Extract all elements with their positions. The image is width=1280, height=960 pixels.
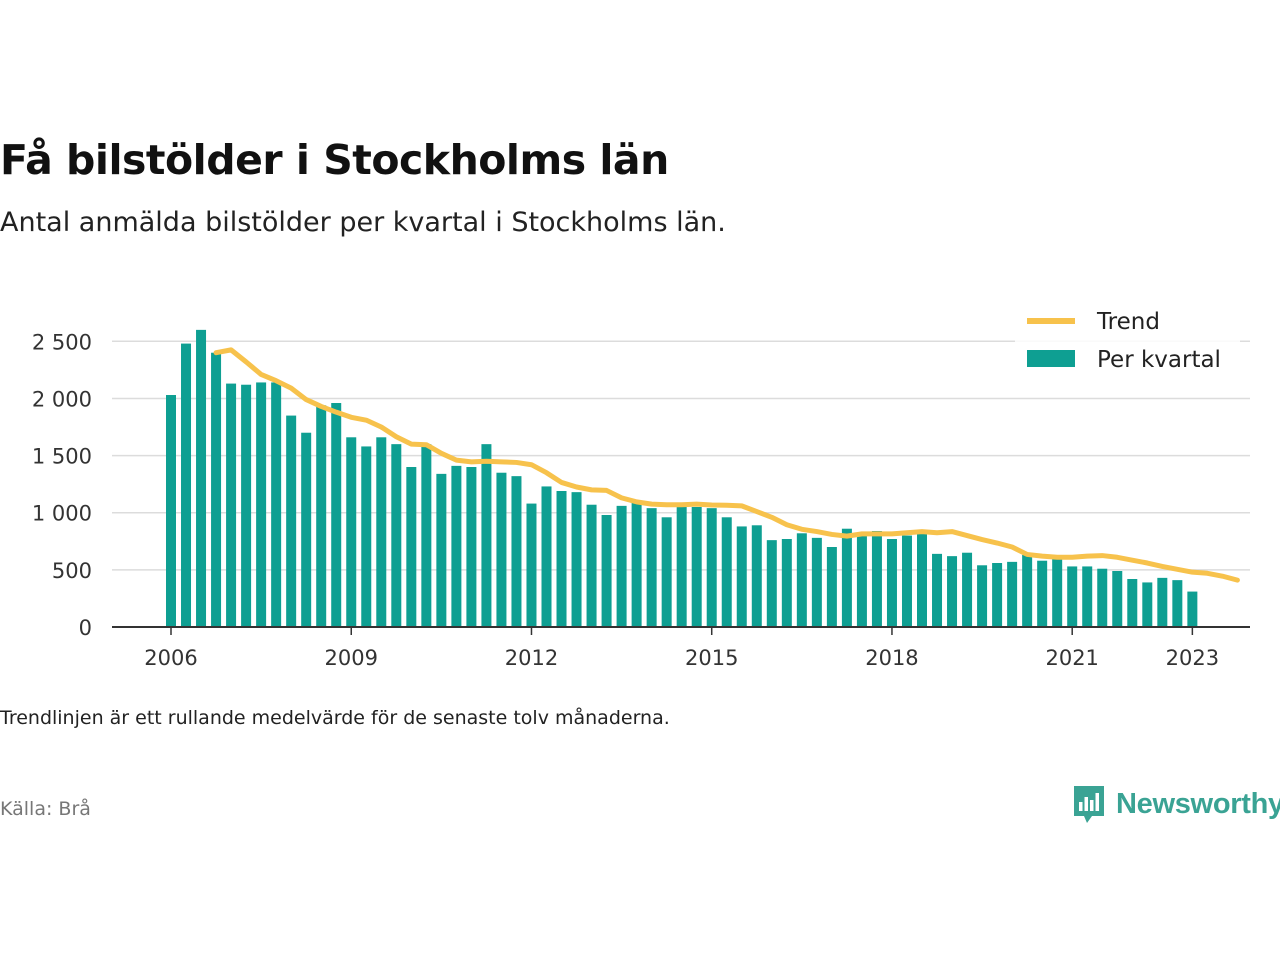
bar: [166, 395, 176, 627]
bar: [1142, 582, 1153, 627]
x-tick-label: 2006: [144, 646, 197, 670]
bar: [676, 507, 687, 627]
bar: [331, 403, 342, 627]
y-tick-label: 1 000: [32, 502, 92, 526]
bar: [211, 352, 222, 627]
bar: [286, 415, 297, 627]
bar: [571, 492, 582, 627]
x-tick-label: 2023: [1166, 646, 1219, 670]
bar-chart: 0 500 1 000 1 500 2 000 2 500 2006 2009 2012 2015…: [32, 308, 1250, 670]
bar: [511, 476, 522, 627]
bar: [1052, 557, 1063, 627]
bar: [241, 384, 252, 627]
bar: [992, 563, 1003, 627]
bar: [301, 432, 312, 627]
bar: [886, 539, 897, 627]
x-tick-label: 2015: [685, 646, 738, 670]
bar: [451, 465, 462, 627]
chart-subtitle: Antal anmälda bilstölder per kvartal i S…: [0, 207, 726, 238]
bar: [1082, 566, 1093, 627]
bar: [766, 540, 777, 627]
bar: [1172, 580, 1183, 627]
y-tick-label: 2 000: [32, 387, 92, 411]
x-tick-label: 2012: [505, 646, 558, 670]
bar: [1127, 579, 1138, 627]
y-tick-label: 1 500: [32, 445, 92, 469]
bar: [256, 382, 267, 627]
bar: [841, 528, 852, 627]
x-tick-label: 2021: [1045, 646, 1098, 670]
x-tick-label: 2009: [325, 646, 378, 670]
bar: [917, 529, 927, 627]
bar: [1187, 591, 1198, 627]
bar: [721, 517, 732, 627]
y-tick-label: 500: [52, 559, 92, 583]
bar: [751, 525, 762, 627]
y-tick-label: 0: [79, 616, 92, 640]
bar: [646, 508, 657, 627]
bar: [406, 467, 417, 627]
bar: [616, 505, 627, 627]
bar: [796, 533, 807, 627]
bar: [586, 504, 597, 627]
bar: [361, 446, 372, 627]
bar: [526, 503, 537, 627]
bar: [781, 539, 792, 627]
bar: [706, 508, 717, 627]
bar: [601, 515, 612, 627]
chart-title: Få bilstölder i Stockholms län: [0, 136, 669, 184]
trend-line: [213, 347, 1240, 583]
bar: [1112, 571, 1123, 627]
bar: [871, 531, 882, 627]
bar: [856, 535, 867, 627]
bar: [1067, 566, 1078, 627]
newsworthy-logo: Newsworthy: [1072, 784, 1280, 824]
bar: [376, 437, 387, 627]
bar: [271, 382, 282, 627]
bar: [346, 437, 357, 627]
bar: [932, 553, 943, 627]
newsworthy-logo-icon: [1074, 786, 1104, 823]
bar: [901, 535, 912, 627]
bar: [391, 444, 402, 627]
legend-trend-label: Trend: [1096, 309, 1160, 335]
bar: [691, 507, 702, 627]
bar: [556, 491, 567, 627]
bar: [1007, 561, 1018, 627]
y-tick-label: 2 500: [32, 330, 92, 354]
newsworthy-wordmark: Newsworthy: [1116, 787, 1280, 820]
bar: [661, 517, 672, 627]
bar: [481, 444, 492, 627]
bar: [947, 556, 958, 627]
legend-bar-swatch: [1027, 350, 1075, 367]
bar: [736, 526, 747, 627]
bar: [1097, 568, 1108, 627]
bar: [1022, 555, 1033, 627]
bar: [541, 486, 552, 627]
bar: [1157, 577, 1168, 627]
trend-note: Trendlinjen är ett rullande medelvärde f…: [0, 707, 670, 729]
bar: [496, 472, 507, 627]
bar: [1037, 560, 1048, 627]
bar: [962, 552, 973, 627]
bar: [436, 473, 447, 627]
bar: [811, 537, 822, 627]
bar: [826, 547, 837, 627]
bar: [631, 501, 642, 627]
x-tick-label: 2018: [865, 646, 918, 670]
bar: [466, 467, 477, 627]
source-label: Källa: Brå: [0, 798, 91, 820]
bar: [226, 383, 237, 627]
legend-bar-label: Per kvartal: [1097, 347, 1221, 373]
bar: [977, 565, 988, 627]
bar: [181, 343, 192, 627]
bar: [316, 405, 327, 627]
bar: [196, 329, 207, 627]
bar: [421, 444, 432, 627]
